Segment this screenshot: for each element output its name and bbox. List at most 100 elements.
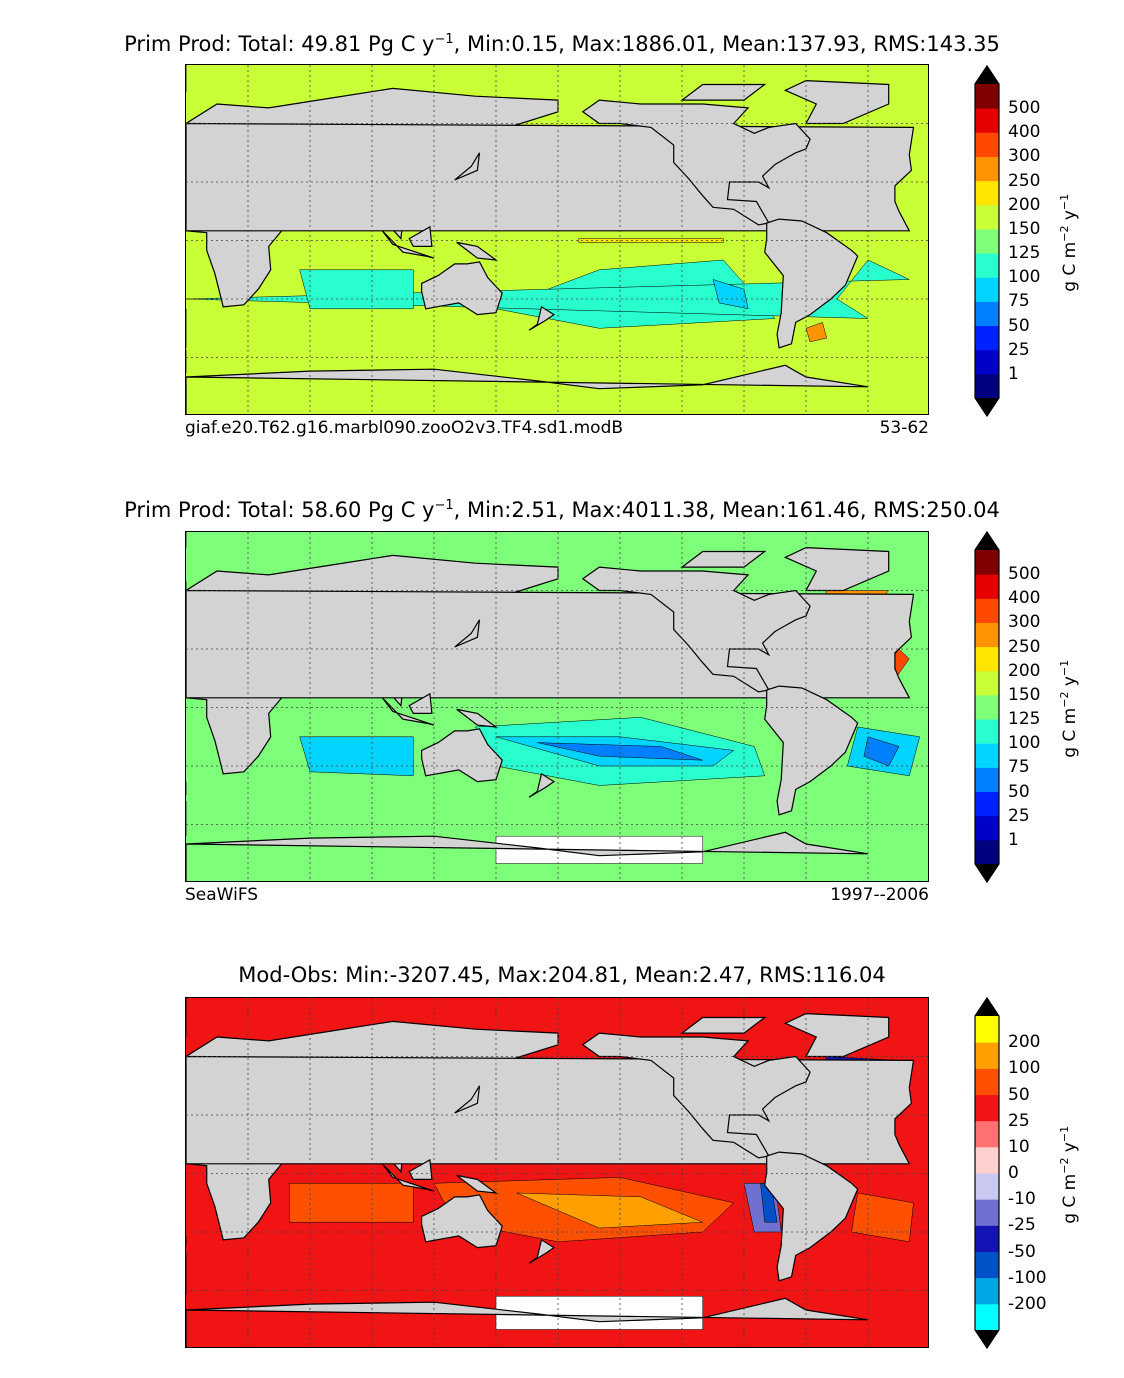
contour-region	[805, 322, 828, 343]
colorbar	[974, 530, 1000, 884]
colorbar-band	[975, 228, 999, 254]
land-mass	[764, 685, 859, 816]
colorbar-band	[975, 694, 999, 720]
colorbar-tick-label: 200	[1008, 194, 1041, 215]
contour-region	[516, 1192, 703, 1229]
colorbar-band	[975, 815, 999, 841]
colorbar-tick-label: 100	[1008, 267, 1041, 288]
land-mass	[528, 305, 555, 331]
colorbar-tick-label: 75	[1008, 291, 1030, 312]
colorbar-tick-label: 150	[1008, 218, 1041, 239]
colorbar-tick-label: -200	[1008, 1293, 1047, 1314]
title-text: Prim Prod: Total: 49.81 Pg C y	[124, 32, 435, 56]
colorbar-unit-label: g C m−2 y−1	[1058, 660, 1080, 758]
unit-text: g C m	[1059, 1173, 1080, 1224]
colorbar-band	[975, 767, 999, 793]
contour-region	[299, 736, 414, 777]
colorbar-band	[975, 1251, 999, 1279]
colorbar-band	[975, 1146, 999, 1174]
colorbar-band	[975, 204, 999, 230]
colorbar-band	[975, 1303, 999, 1331]
colorbar-band	[975, 1042, 999, 1069]
colorbar-tick-label: 25	[1008, 805, 1030, 826]
colorbar-tick-label: 50	[1008, 1084, 1030, 1105]
colorbar-band	[975, 325, 999, 351]
colorbar-band	[975, 373, 999, 399]
colorbar-tick-label: -50	[1008, 1241, 1036, 1262]
colorbar-tick-label: 250	[1008, 636, 1041, 657]
colorbar-tick-label: 300	[1008, 612, 1041, 633]
land-mass	[764, 218, 859, 349]
colorbar-band	[975, 791, 999, 817]
colorbar-tick-label: -25	[1008, 1215, 1036, 1236]
colorbar	[974, 996, 1000, 1350]
land-mass	[454, 152, 481, 181]
colorbar-band	[975, 670, 999, 696]
land-mass	[764, 1151, 859, 1282]
unit-text: y	[1059, 676, 1080, 692]
unit-exp: −1	[1058, 1125, 1072, 1143]
colorbar-band	[975, 84, 999, 109]
colorbar-band	[975, 622, 999, 648]
map-plot	[185, 531, 929, 882]
colorbar-band	[975, 550, 999, 575]
contour-region	[537, 742, 703, 761]
colorbar-tick-label: 75	[1008, 757, 1030, 778]
colorbar-svg	[974, 64, 1000, 418]
colorbar-tick-label: 0	[1008, 1163, 1019, 1183]
colorbar-outline	[974, 530, 1000, 884]
colorbar-tick-label: 100	[1008, 1058, 1041, 1079]
dataset-label: SeaWiFS	[185, 885, 259, 905]
land-mass	[783, 546, 890, 592]
colorbar-tick-label: 150	[1008, 684, 1041, 705]
colorbar-band	[975, 1016, 999, 1043]
unit-exp: −2	[1058, 1157, 1072, 1174]
land-mass	[408, 692, 433, 714]
unit-text: y	[1059, 210, 1080, 226]
colorbar-tick-label: 125	[1008, 709, 1041, 730]
map-svg	[186, 998, 928, 1347]
colorbar-band	[975, 839, 999, 865]
colorbar-tick-label: 400	[1008, 122, 1041, 143]
land-mass	[381, 230, 435, 259]
colorbar-band	[975, 743, 999, 768]
colorbar-tick-label: 50	[1008, 315, 1030, 336]
unit-text: g C m	[1059, 707, 1080, 758]
contour-region	[289, 1183, 414, 1223]
land-mass	[783, 1012, 890, 1058]
title-exponent: −1	[434, 32, 454, 47]
colorbar-unit-label: g C m−2 y−1	[1058, 194, 1080, 292]
land-mass	[783, 79, 890, 125]
colorbar-outline	[974, 64, 1000, 418]
colorbar-band	[975, 1068, 999, 1095]
years-label: 1997--2006	[830, 885, 929, 905]
map-svg	[186, 532, 928, 881]
land-mass	[421, 261, 503, 316]
panel-title: Mod-Obs: Min:-3207.45, Max:204.81, Mean:…	[0, 963, 1124, 987]
colorbar-tick-label: 50	[1008, 781, 1030, 802]
colorbar-tick-label: 25	[1008, 339, 1030, 360]
colorbar-band	[975, 1173, 999, 1200]
colorbar-band	[975, 1094, 999, 1122]
colorbar-min-extend	[975, 398, 999, 416]
unit-exp: −1	[1058, 193, 1072, 211]
land-mass	[454, 1085, 481, 1114]
colorbar-band	[975, 574, 999, 599]
colorbar-max-extend	[975, 998, 999, 1016]
colorbar-svg	[974, 996, 1000, 1350]
colorbar-tick-label: 500	[1008, 564, 1041, 585]
title-text: Mod-Obs: Min:-3207.45, Max:204.81, Mean:…	[238, 963, 886, 987]
colorbar-band	[975, 156, 999, 182]
colorbar-band	[975, 253, 999, 278]
colorbar-max-extend	[975, 532, 999, 550]
colorbar-band	[975, 132, 999, 157]
colorbar-tick-label: 1	[1008, 363, 1019, 384]
contour-region	[863, 736, 900, 767]
title-stats: , Min:2.51, Max:4011.38, Mean:161.46, RM…	[453, 498, 1000, 522]
map-svg	[186, 65, 928, 414]
unit-exp: −1	[1058, 659, 1072, 677]
unit-text: g C m	[1059, 241, 1080, 292]
colorbar-band	[975, 1199, 999, 1226]
colorbar-outline	[974, 996, 1000, 1350]
land-mass	[408, 225, 433, 247]
